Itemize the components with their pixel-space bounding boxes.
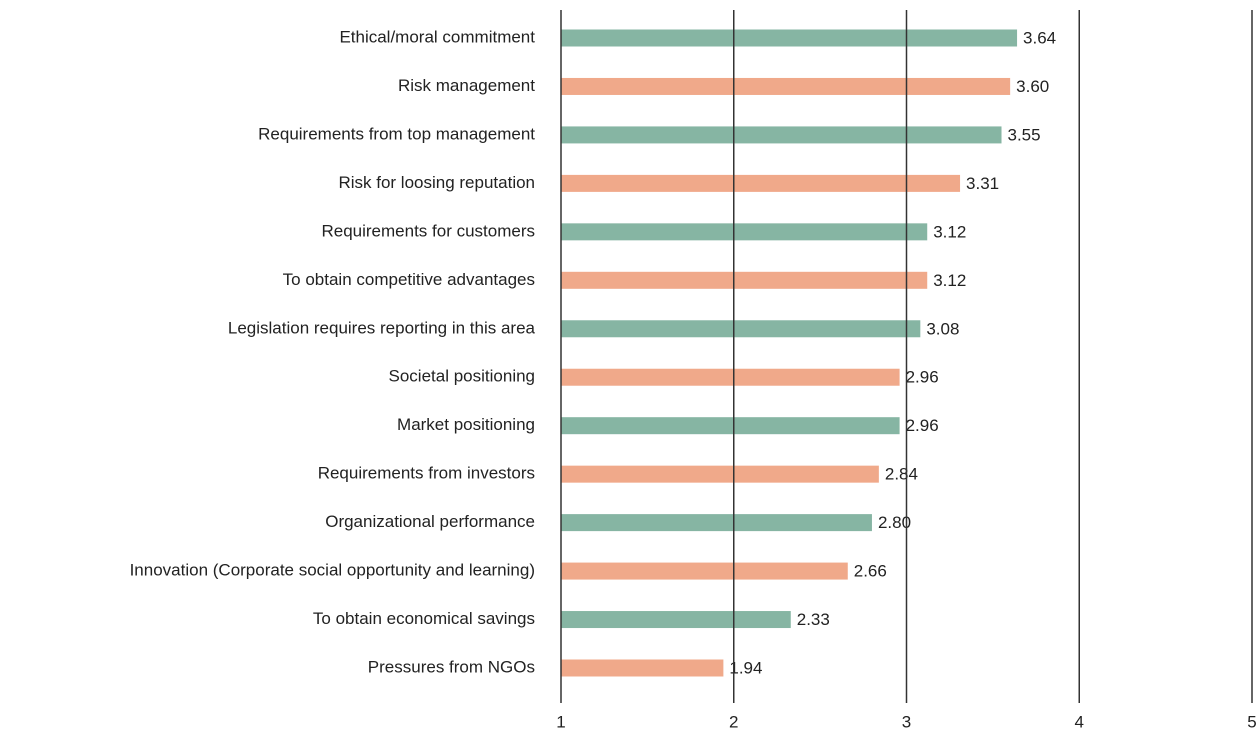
bar [561,126,1002,144]
bar [561,417,900,435]
category-label: Requirements from investors [318,464,535,483]
category-label: Societal positioning [389,367,535,386]
value-label: 3.12 [933,222,966,241]
bar [561,77,1011,95]
value-label: 3.64 [1023,28,1056,47]
value-label: 3.31 [966,174,999,193]
value-label: 1.94 [729,658,762,677]
value-label: 3.12 [933,271,966,290]
x-tick-label: 1 [556,712,565,731]
category-label: Organizational performance [325,512,535,531]
category-label: To obtain competitive advantages [283,270,535,289]
x-tick-label: 2 [729,712,738,731]
bar [561,174,961,192]
category-label: Market positioning [397,415,535,434]
category-label: Requirements from top management [258,124,535,143]
value-label: 3.55 [1008,125,1041,144]
value-label: 2.96 [906,368,939,387]
bar [561,368,900,386]
bar [561,465,879,483]
category-label: To obtain economical savings [313,609,535,628]
value-label: 2.66 [854,562,887,581]
x-tick-label: 4 [1075,712,1084,731]
value-label: 2.80 [878,513,911,532]
bar [561,271,928,289]
category-label: Legislation requires reporting in this a… [228,318,536,337]
x-tick-label: 3 [902,712,911,731]
category-label: Ethical/moral commitment [339,27,535,46]
bar [561,562,848,580]
bar [561,223,928,241]
value-label: 2.84 [885,465,918,484]
value-label: 2.96 [906,416,939,435]
category-label: Risk for loosing reputation [338,173,535,192]
bar [561,29,1018,47]
bar [561,659,724,677]
category-label: Pressures from NGOs [368,657,535,676]
x-tick-label: 5 [1247,712,1256,731]
bar [561,320,921,338]
category-label: Requirements for customers [321,221,535,240]
category-label: Risk management [398,76,535,95]
value-label: 3.08 [926,319,959,338]
value-label: 2.33 [797,610,830,629]
bar [561,611,791,629]
category-label: Innovation (Corporate social opportunity… [130,561,535,580]
value-label: 3.60 [1016,77,1049,96]
bar [561,514,872,532]
